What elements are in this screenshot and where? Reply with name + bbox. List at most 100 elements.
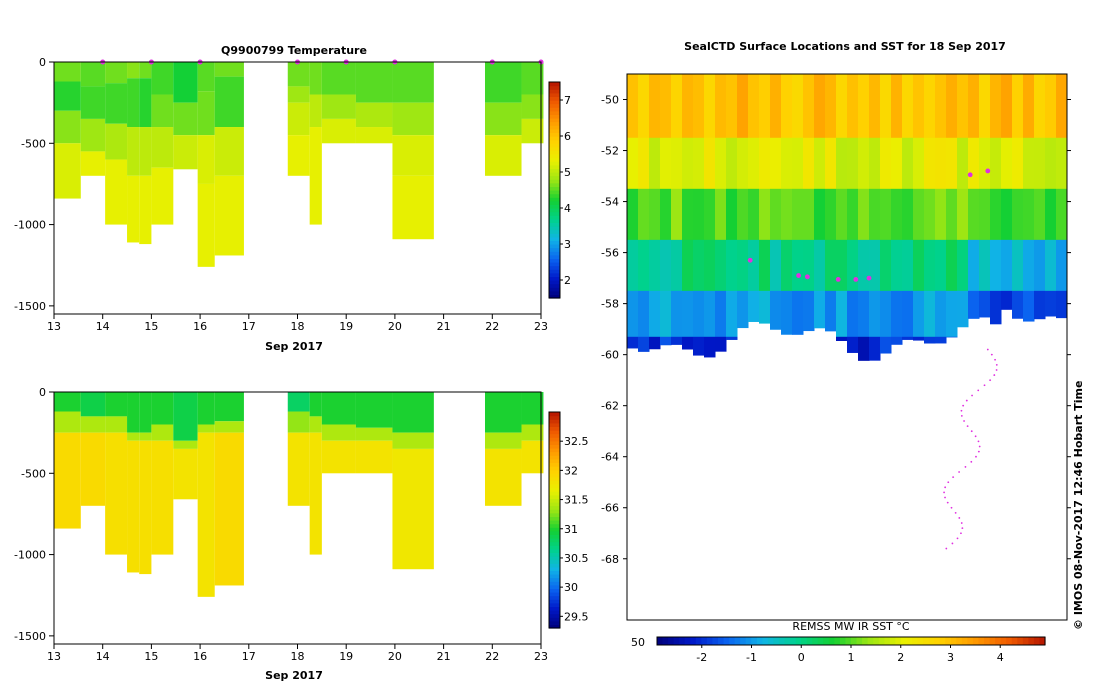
- sal-colorbar-segment: [549, 487, 560, 492]
- temp-colorbar-segment: [549, 294, 560, 299]
- float-track-point: [950, 506, 953, 509]
- map-ytick-label: -62: [601, 400, 619, 413]
- sst-cell: [748, 290, 760, 322]
- temp-colorbar-frame: [548, 81, 561, 299]
- sst-cell: [737, 239, 749, 292]
- sst-colorbar-segment: [895, 637, 902, 645]
- temp-cell-12-1: [355, 102, 393, 128]
- temp-colorbar-segment: [549, 85, 560, 90]
- sal-cell-3-0: [127, 392, 140, 433]
- temp-cell-1-0: [80, 62, 106, 87]
- sal-colorbar-segment: [549, 599, 560, 604]
- sal-cell-1-2: [80, 432, 106, 506]
- sst-cell: [704, 239, 716, 292]
- sal-cell-9-1: [287, 411, 310, 433]
- sst-colorbar-segment: [723, 637, 730, 645]
- sst-cell: [990, 239, 1002, 292]
- sst-cell: [913, 137, 925, 190]
- temp-cell-2-1: [105, 83, 128, 124]
- sst-cell: [671, 290, 683, 338]
- sst-cell: [814, 239, 826, 292]
- temp-colorbar-segment: [549, 287, 560, 292]
- sal-cell-13-2: [392, 448, 434, 570]
- sst-cell: [649, 336, 661, 350]
- sal-colorbar-segment: [549, 581, 560, 586]
- temp-cell-8-0: [214, 62, 244, 77]
- surface-location: [853, 276, 859, 282]
- sst-cell: [759, 239, 771, 292]
- temp-colorbar-segment: [549, 172, 560, 177]
- sst-cell: [924, 239, 936, 292]
- sal-colorbar-segment: [549, 606, 560, 611]
- sal-cell-14-1: [484, 432, 522, 449]
- sst-cell: [704, 137, 716, 190]
- sst-map-panel: SealCTD Surface Locations and SST for 18…: [601, 40, 1071, 664]
- temp-colorbar-segment: [549, 118, 560, 123]
- sal-cell-14-2: [484, 448, 522, 506]
- sst-cell: [781, 239, 793, 292]
- sst-cell: [693, 239, 705, 292]
- map-ytick-label: -68: [601, 553, 619, 566]
- float-track-point: [977, 389, 980, 392]
- temp-cell-8-2: [214, 127, 244, 176]
- sst-cell: [1045, 74, 1057, 139]
- sst-cell: [968, 188, 980, 241]
- temp-cell-4-1: [139, 78, 152, 128]
- sal-cell-10-1: [309, 416, 322, 433]
- sst-cell: [638, 137, 650, 190]
- sst-cell: [957, 290, 969, 328]
- sal-cell-2-2: [105, 432, 128, 555]
- temp-cell-6-2: [173, 135, 198, 170]
- temp-cell-15-0: [521, 62, 544, 95]
- sst-cell: [825, 239, 837, 292]
- sst-cell: [1056, 137, 1068, 190]
- temp-cell-5-3: [151, 167, 174, 225]
- sal-colorbar-label: 29.5: [564, 610, 589, 623]
- temp-cell-1-3: [80, 151, 106, 176]
- sst-cell: [1056, 290, 1068, 319]
- sal-cell-4-2: [139, 440, 152, 575]
- sst-colorbar-segment: [839, 637, 847, 645]
- sst-cell: [759, 188, 771, 241]
- float-track-point: [978, 445, 981, 448]
- sst-cell: [825, 137, 837, 190]
- sst-colorbar-segment: [984, 637, 991, 645]
- temp-colorbar-segment: [549, 100, 560, 105]
- sst-colorbar-segment: [1006, 637, 1013, 645]
- sst-cell: [660, 290, 672, 338]
- float-track-point: [960, 532, 962, 535]
- sal-colorbar-segment: [549, 577, 560, 582]
- sal-colorbar-segment: [549, 451, 560, 456]
- sal-colorbar-segment: [549, 494, 560, 499]
- temp-colorbar-segment: [549, 132, 560, 137]
- float-track-point: [945, 547, 948, 550]
- float-track-point: [995, 369, 998, 371]
- sal-cell-8-0: [214, 392, 244, 422]
- temp-colorbar-label: 6: [564, 130, 571, 143]
- sst-cell: [748, 137, 760, 190]
- temp-cell-3-1: [127, 78, 140, 128]
- temp-xtick-label: 18: [291, 320, 305, 333]
- temp-colorbar-segment: [549, 269, 560, 274]
- temp-colorbar-segment: [549, 96, 560, 101]
- sst-cell: [891, 290, 903, 338]
- temp-colorbar-segment: [549, 128, 560, 133]
- sst-cell: [1056, 74, 1068, 139]
- sst-cell: [671, 188, 683, 241]
- float-track-point: [986, 348, 989, 351]
- sst-colorbar-label: -1: [746, 651, 757, 664]
- sst-cell: [935, 239, 947, 292]
- temp-colorbar-label: 4: [564, 202, 571, 215]
- sst-cell: [946, 74, 958, 139]
- float-track-point: [946, 501, 949, 504]
- float-track-point: [947, 481, 950, 484]
- sst-cell: [1012, 137, 1024, 190]
- sal-cell-3-2: [127, 440, 140, 573]
- float-track-point: [977, 450, 980, 453]
- sst-cell: [1045, 239, 1057, 292]
- sal-colorbar-segment: [549, 534, 560, 539]
- temp-colorbar-segment: [549, 154, 560, 159]
- temp-cell-8-3: [214, 175, 244, 256]
- sst-cell: [1056, 239, 1068, 292]
- temp-colorbar-segment: [549, 204, 560, 209]
